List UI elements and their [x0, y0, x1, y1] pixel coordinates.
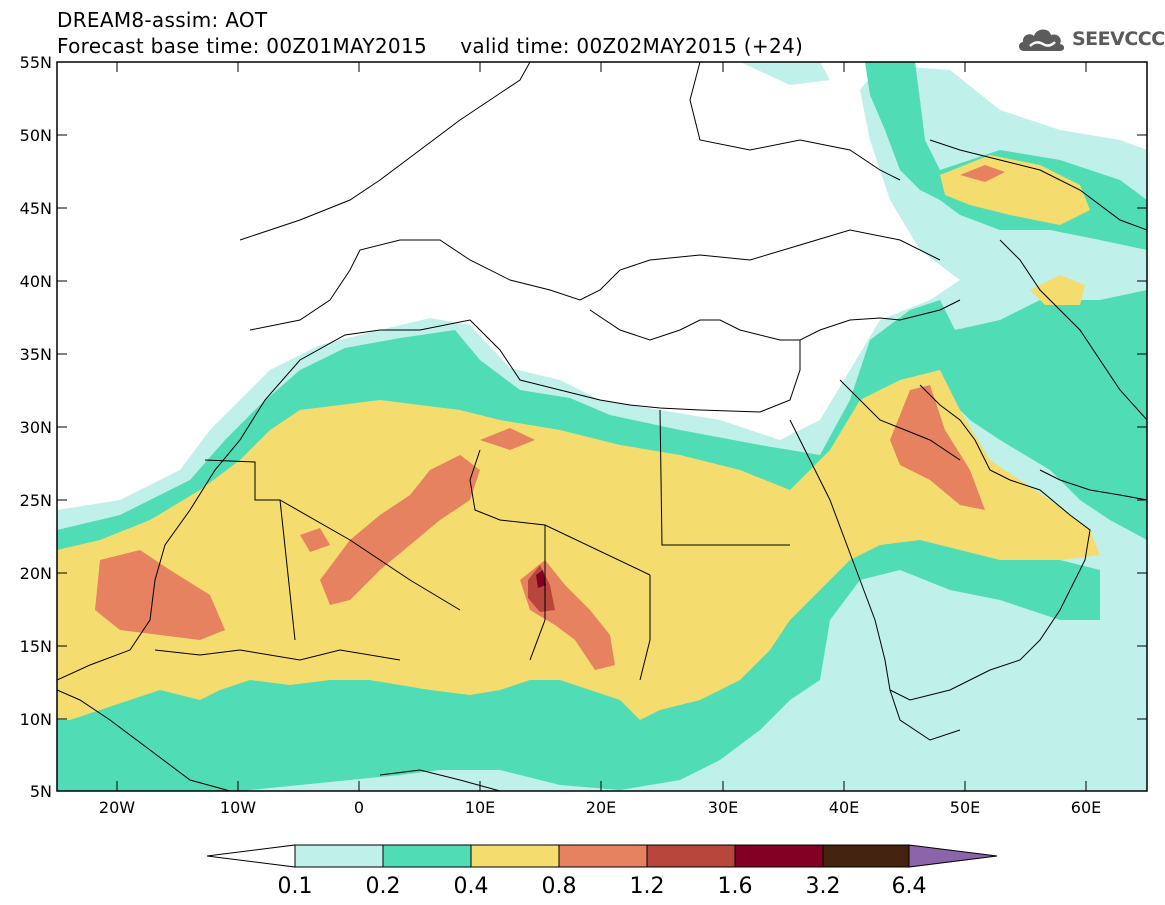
map-title: DREAM8-assim: AOT: [57, 8, 268, 32]
lon-label: 20E: [586, 798, 616, 817]
aot-band-0.8: [300, 528, 330, 552]
colorbar-swatch: [822, 844, 910, 868]
lat-label: 5N: [30, 782, 52, 801]
lat-label: 25N: [20, 491, 52, 510]
aot-band-0.4: [1030, 275, 1085, 305]
colorbar-label: 0.8: [542, 874, 577, 899]
lat-label: 30N: [20, 418, 52, 437]
colorbar-swatch: [470, 844, 560, 868]
aot-band-0.4: [57, 370, 1100, 720]
lon-label: 50E: [950, 798, 980, 817]
coastlines: [57, 62, 1147, 791]
aot-band-0.1: [740, 62, 830, 85]
colorbar-label: 0.4: [454, 874, 489, 899]
lat-label: 10N: [20, 710, 52, 729]
aot-band-0.8: [320, 455, 480, 605]
colorbar-label: 0.2: [366, 874, 401, 899]
lon-label: 60E: [1071, 798, 1101, 817]
aot-field: [57, 62, 1147, 791]
aot-band-1.2: [528, 565, 555, 612]
lon-label: 40E: [829, 798, 859, 817]
colorbar-swatch: [734, 844, 824, 868]
aot-band-0.8: [960, 165, 1005, 182]
lat-label: 55N: [20, 53, 52, 72]
colorbar-label: 1.2: [630, 874, 665, 899]
cloud-icon: [1018, 29, 1065, 51]
lon-axis: 20W 10W 0 10E 20E 30E 40E 50E 60E: [99, 62, 1101, 817]
aot-band-0.8: [480, 428, 535, 450]
lon-label: 10E: [465, 798, 495, 817]
colorbar-swatch: [646, 844, 736, 868]
lon-label: 0: [354, 798, 364, 817]
colorbar-swatch: [382, 844, 472, 868]
logo-text: SEEVCCC: [1072, 28, 1165, 50]
lat-label: 20N: [20, 564, 52, 583]
colorbar-label: 1.6: [718, 874, 753, 899]
lon-label: 10W: [220, 798, 256, 817]
lat-axis: 55N 50N 45N 40N 35N 30N 25N 20N 15N 10N …: [20, 53, 1147, 801]
colorbar-swatch: [558, 844, 648, 868]
map-subtitle: Forecast base time: 00Z01MAY2015 valid t…: [57, 34, 804, 58]
lat-label: 35N: [20, 345, 52, 364]
colorbar-swatch: [294, 844, 384, 868]
colorbar-over-arrow: [908, 844, 998, 868]
aot-band-1.6: [536, 570, 546, 588]
colorbar-label: 0.1: [278, 874, 313, 899]
lat-label: 15N: [20, 637, 52, 656]
lon-label: 20W: [99, 798, 135, 817]
colorbar-label: 6.4: [892, 874, 927, 899]
aot-band-0.8: [890, 385, 985, 510]
lat-label: 40N: [20, 272, 52, 291]
aot-band-0.8: [95, 550, 225, 640]
lat-label: 45N: [20, 199, 52, 218]
seevccc-logo: SEEVCCC: [1016, 24, 1165, 54]
colorbar: 0.1 0.2 0.4 0.8 1.2 1.6 3.2 6.4: [206, 844, 998, 899]
lat-label: 50N: [20, 126, 52, 145]
colorbar-label: 3.2: [806, 874, 841, 899]
colorbar-under-arrow: [206, 844, 296, 868]
lon-label: 30E: [708, 798, 738, 817]
